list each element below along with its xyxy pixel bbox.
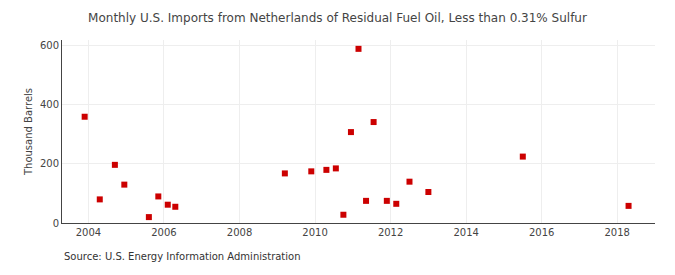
svg-text:200: 200 [40, 158, 59, 169]
svg-text:0: 0 [53, 218, 59, 229]
svg-text:600: 600 [40, 40, 59, 51]
svg-text:Source: U.S. Energy Informatio: Source: U.S. Energy Information Administ… [64, 251, 301, 262]
svg-text:2004: 2004 [76, 227, 101, 238]
svg-text:2014: 2014 [453, 227, 478, 238]
svg-text:2016: 2016 [529, 227, 554, 238]
svg-text:2010: 2010 [302, 227, 327, 238]
svg-text:2008: 2008 [227, 227, 252, 238]
svg-text:400: 400 [40, 99, 59, 110]
svg-text:Monthly U.S. Imports from Neth: Monthly U.S. Imports from Netherlands of… [88, 11, 587, 25]
svg-text:Thousand Barrels: Thousand Barrels [23, 88, 34, 176]
svg-text:2006: 2006 [151, 227, 176, 238]
svg-text:2018: 2018 [605, 227, 630, 238]
svg-text:2012: 2012 [378, 227, 403, 238]
